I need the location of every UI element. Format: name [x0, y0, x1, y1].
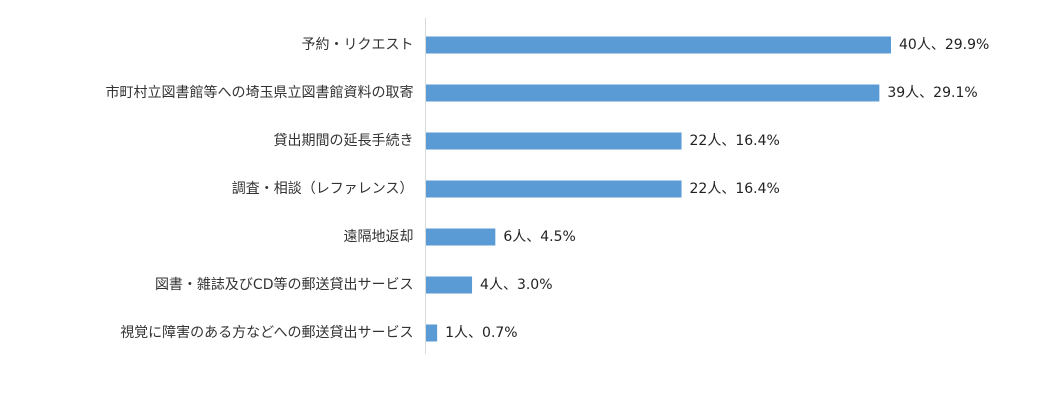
category-label-7: 視覚に障害のある方などへの郵送貸出サービス [120, 325, 413, 341]
bar-1 [425, 36, 891, 54]
category-label-6: 図書・雑誌及びCD等の郵送貸出サービス [155, 276, 414, 293]
data-label-5: 6人、4.5% [503, 229, 575, 245]
bar-5 [425, 228, 496, 246]
category-label-4: 調査・相談（レファレンス） [232, 181, 414, 197]
data-label-2: 39人、29.1% [887, 85, 977, 101]
category-labels-layer: 予約・リクエスト市町村立図書館等への埼玉県立図書館資料の取寄貸出期間の延長手続き… [106, 37, 414, 341]
category-label-3: 貸出期間の延長手続き [274, 132, 414, 149]
category-label-1: 予約・リクエスト [302, 37, 414, 53]
category-label-2: 市町村立図書館等への埼玉県立図書館資料の取寄 [106, 84, 414, 101]
data-label-3: 22人、16.4% [690, 133, 780, 149]
bar-2 [425, 84, 880, 102]
data-labels-layer: 40人、29.9% 39人、29.1% 22人、16.4% 22人、16.4% 6人、4… [445, 37, 989, 341]
bar-6 [425, 276, 473, 294]
bars-layer [425, 36, 891, 342]
data-label-1: 40人、29.9% [899, 37, 989, 53]
data-label-4: 22人、16.4% [690, 181, 780, 197]
bar-7 [425, 324, 438, 342]
category-label-5: 遠隔地返却 [344, 229, 414, 245]
bar-4 [425, 180, 682, 198]
bar-3 [425, 132, 682, 150]
data-label-7: 1人、0.7% [445, 325, 517, 341]
data-label-6: 4人、3.0% [480, 277, 552, 293]
